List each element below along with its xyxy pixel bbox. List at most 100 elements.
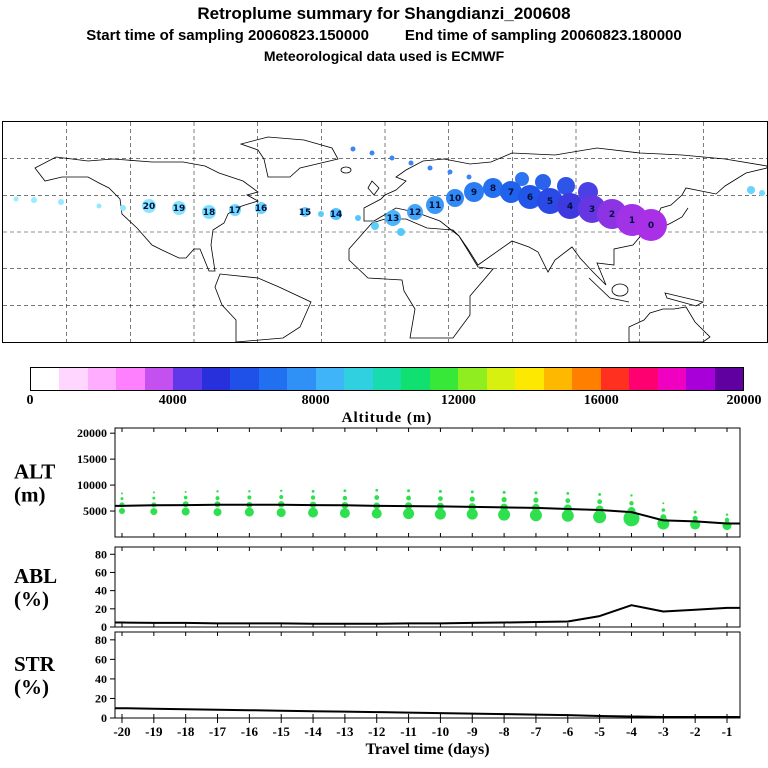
colorbar-segment [287,368,316,390]
trajectory-point [330,208,342,220]
altitude-dot [407,489,411,493]
altitude-dot [629,501,634,506]
map-coastlines [34,136,768,343]
coast-new-guinea [664,292,705,307]
y-tick-label: 10000 [77,478,107,492]
trajectory-point [255,202,267,214]
trajectory-point [515,172,529,186]
altitude-dot [183,495,188,500]
altitude-dot [279,495,284,500]
trajectory-day-label: 6 [527,193,533,203]
trajectory-day-label: 8 [490,184,496,194]
altitude-dot [310,495,316,500]
trajectory-point [447,169,453,175]
trajectory-point [759,190,765,196]
altitude-dot [244,507,254,517]
trajectory-point [535,174,551,190]
str-axis-unit: (%) [14,675,49,699]
trajectory-point [557,193,583,219]
altitude-dot [121,492,123,495]
x-axis-tick-label: -4 [626,724,637,739]
altitude-dot [469,496,475,502]
altitude-dot [152,491,155,494]
altitude-dot [724,517,730,523]
coast-iceland [340,166,352,174]
trajectory-point [120,205,126,211]
x-axis-tick-label: -17 [209,724,227,739]
colorbar-tick: 8000 [301,393,330,408]
altitude-dot [181,507,190,516]
trajectory-day-label: 19 [173,204,186,214]
altitude-dot [470,490,474,494]
world-map: 20 19 18 17 16 15 14 13 12 11 10 9 8 7 6 5 4 3 2 1 0 [2,121,768,343]
altitude-dot [662,502,665,505]
altitude-dot [529,509,542,522]
coast-south-america [214,273,312,343]
altitude-dot [598,493,602,496]
trajectory-day-label: 7 [508,188,514,198]
x-axis-tick-label: -10 [432,724,449,739]
altitude-dot [343,489,347,493]
colorbar-tick: 0 [26,393,34,408]
trajectory-point [518,185,542,209]
x-axis-tick-label: -18 [177,724,195,739]
alt-panel-box [114,427,741,538]
altitude-dot [434,508,446,520]
y-tick-label: 40 [95,672,107,686]
trajectory-day-label: 13 [387,214,400,224]
altitude-dot [561,509,574,522]
colorbar-segment [144,368,174,390]
colorbar-segment [230,368,259,390]
trajectory-point [635,209,667,241]
colorbar-segment [344,368,373,390]
altitude-dot [371,508,382,519]
altitude-dot [215,496,220,501]
altitude-dot [438,489,442,493]
trajectory-point [172,201,186,215]
altitude-dot [403,508,415,520]
x-axis-tick-label: -14 [304,724,322,739]
coast-greenland [239,136,339,178]
colorbar-tick: 4000 [158,393,187,408]
x-axis-tick-label: -20 [113,724,130,739]
colorbar-segment [31,368,60,390]
trajectory-day-label: 2 [609,210,615,220]
y-tick-label: 60 [95,565,107,579]
abl-panel-box [114,546,741,628]
colorbar-segment [372,368,402,390]
altitude-dot [247,495,252,500]
y-tick-label: 0 [101,620,107,634]
altitude-dot [342,495,348,501]
trajectory-day-label: 14 [330,210,343,220]
colorbar-segment [714,368,744,390]
trajectory-point [229,204,241,216]
altitude-dot [533,497,539,503]
y-tick-label: 15000 [77,452,107,466]
trajectory-day-label: 4 [567,202,573,212]
trajectory-point [389,155,395,161]
altitude-dot [597,499,603,505]
altitude-dot [565,498,571,504]
trajectory-point [397,228,405,236]
trajectory-point [300,207,310,217]
colorbar-segment [572,368,601,390]
x-axis-tick-label: -16 [241,724,259,739]
colorbar-segment [173,368,202,390]
colorbar-tick: 20000 [726,393,762,408]
x-axis-tick-label: -3 [658,724,669,739]
x-axis-tick-label: -15 [273,724,291,739]
altitude-dot [566,492,570,495]
colorbar: 0 4000 8000 12000 16000 20000 Altitude (m) [26,367,762,427]
abl-line [114,604,740,625]
y-tick-label: 20 [95,602,107,616]
altitude-dot [534,491,538,495]
altitude-dot [630,494,633,497]
alt-axis-unit: (m) [14,483,45,507]
altitude-dot [280,489,283,493]
str-line [114,707,740,718]
altitude-dot [248,490,251,493]
colorbar-segment [429,368,459,390]
trajectory-point [355,215,361,221]
